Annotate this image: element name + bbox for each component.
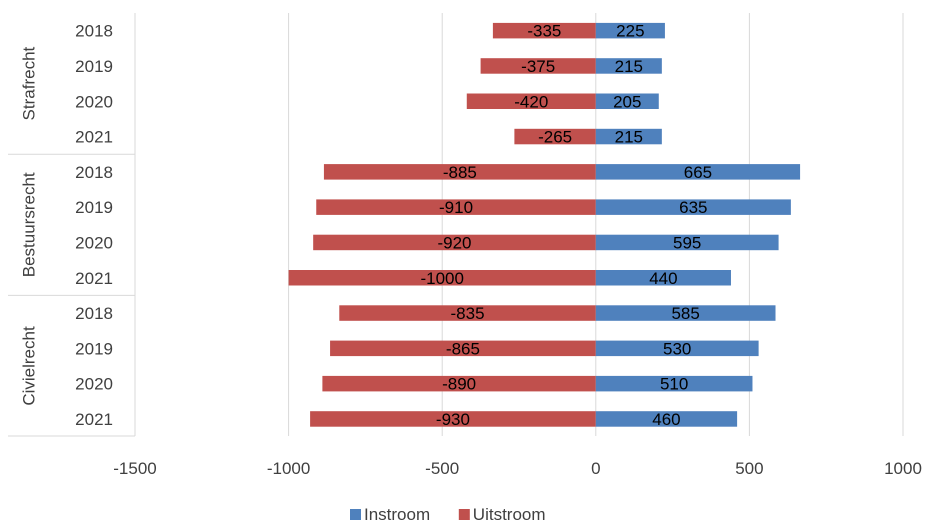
legend-label: Uitstroom	[473, 505, 546, 524]
data-label-uitstroom: -335	[527, 22, 561, 41]
year-label: 2020	[75, 375, 113, 394]
data-label-uitstroom: -375	[521, 57, 555, 76]
bar-instroom	[595, 164, 801, 180]
legend-label: Instroom	[364, 505, 430, 524]
data-label-uitstroom: -420	[514, 92, 548, 111]
legend: Instroom Uitstroom	[350, 505, 546, 524]
bar-instroom	[595, 375, 753, 392]
data-label-instroom: 510	[660, 375, 688, 394]
year-label: 2018	[75, 304, 113, 323]
data-label-instroom: 635	[679, 198, 707, 217]
bar-uitstroom	[322, 375, 596, 392]
bar-uitstroom	[323, 164, 596, 180]
year-label: 2021	[75, 269, 113, 288]
bar-uitstroom	[339, 305, 596, 321]
data-labels: -335 225 -375 215 -420 205 -265 215 -885 665 -910 6…	[420, 22, 712, 429]
data-label-instroom: 530	[663, 339, 691, 358]
bar-uitstroom	[330, 340, 596, 357]
data-label-uitstroom: -265	[538, 128, 572, 147]
data-label-uitstroom: -1000	[420, 269, 463, 288]
year-label: 2021	[75, 128, 113, 147]
data-label-uitstroom: -865	[446, 339, 480, 358]
data-label-instroom: 225	[616, 22, 644, 41]
data-label-instroom: 665	[684, 163, 712, 182]
x-tick-label: 500	[735, 459, 763, 478]
bar-uitstroom	[480, 58, 596, 74]
data-label-instroom: 215	[615, 128, 643, 147]
bar-instroom	[595, 22, 665, 39]
bar-uitstroom	[310, 411, 596, 427]
data-label-uitstroom: -835	[451, 304, 485, 323]
x-tick-label: -1000	[267, 459, 310, 478]
year-label: 2020	[75, 92, 113, 111]
data-label-uitstroom: -920	[437, 233, 471, 252]
data-label-instroom: 585	[671, 304, 699, 323]
data-label-instroom: 215	[615, 57, 643, 76]
year-label: 2019	[75, 339, 113, 358]
bar-instroom	[595, 340, 759, 357]
bar-instroom	[595, 270, 731, 286]
bar-instroom	[595, 411, 738, 427]
gridlines	[288, 13, 904, 436]
data-label-instroom: 205	[613, 92, 641, 111]
axes: -1500 -1000 -500 0 500 1000 2018 2019 2020 2021 St…	[8, 13, 922, 478]
group-label: Civielrecht	[19, 326, 38, 406]
group-label: Strafrecht	[19, 46, 38, 120]
group-label: Bestuursrecht	[19, 172, 38, 277]
year-label: 2018	[75, 22, 113, 41]
year-label: 2021	[75, 410, 113, 429]
bar-uitstroom	[492, 22, 596, 39]
data-label-instroom: 460	[652, 410, 680, 429]
x-tick-label: -1500	[113, 459, 156, 478]
bar-instroom	[595, 93, 659, 109]
year-label: 2020	[75, 233, 113, 252]
bar-uitstroom	[316, 199, 596, 215]
x-tick-label: 1000	[884, 459, 922, 478]
data-label-uitstroom: -930	[436, 410, 470, 429]
bar-uitstroom	[288, 270, 596, 286]
year-label: 2018	[75, 163, 113, 182]
data-label-instroom: 595	[673, 233, 701, 252]
bar-instroom	[595, 58, 662, 74]
data-label-uitstroom: -910	[439, 198, 473, 217]
bar-uitstroom	[466, 93, 596, 109]
year-label: 2019	[75, 198, 113, 217]
year-label: 2019	[75, 57, 113, 76]
bar-uitstroom	[313, 234, 596, 251]
legend-swatch	[350, 509, 361, 520]
bars	[288, 22, 801, 427]
data-label-uitstroom: -885	[443, 163, 477, 182]
bar-instroom	[595, 128, 662, 145]
bar-instroom	[595, 305, 776, 321]
data-label-instroom: 440	[649, 269, 677, 288]
legend-swatch	[458, 509, 470, 520]
x-tick-label: 0	[591, 459, 600, 478]
bar-instroom	[595, 234, 779, 251]
data-label-uitstroom: -890	[442, 375, 476, 394]
x-tick-label: -500	[425, 459, 459, 478]
bar-uitstroom	[514, 128, 596, 145]
bar-instroom	[595, 199, 791, 215]
